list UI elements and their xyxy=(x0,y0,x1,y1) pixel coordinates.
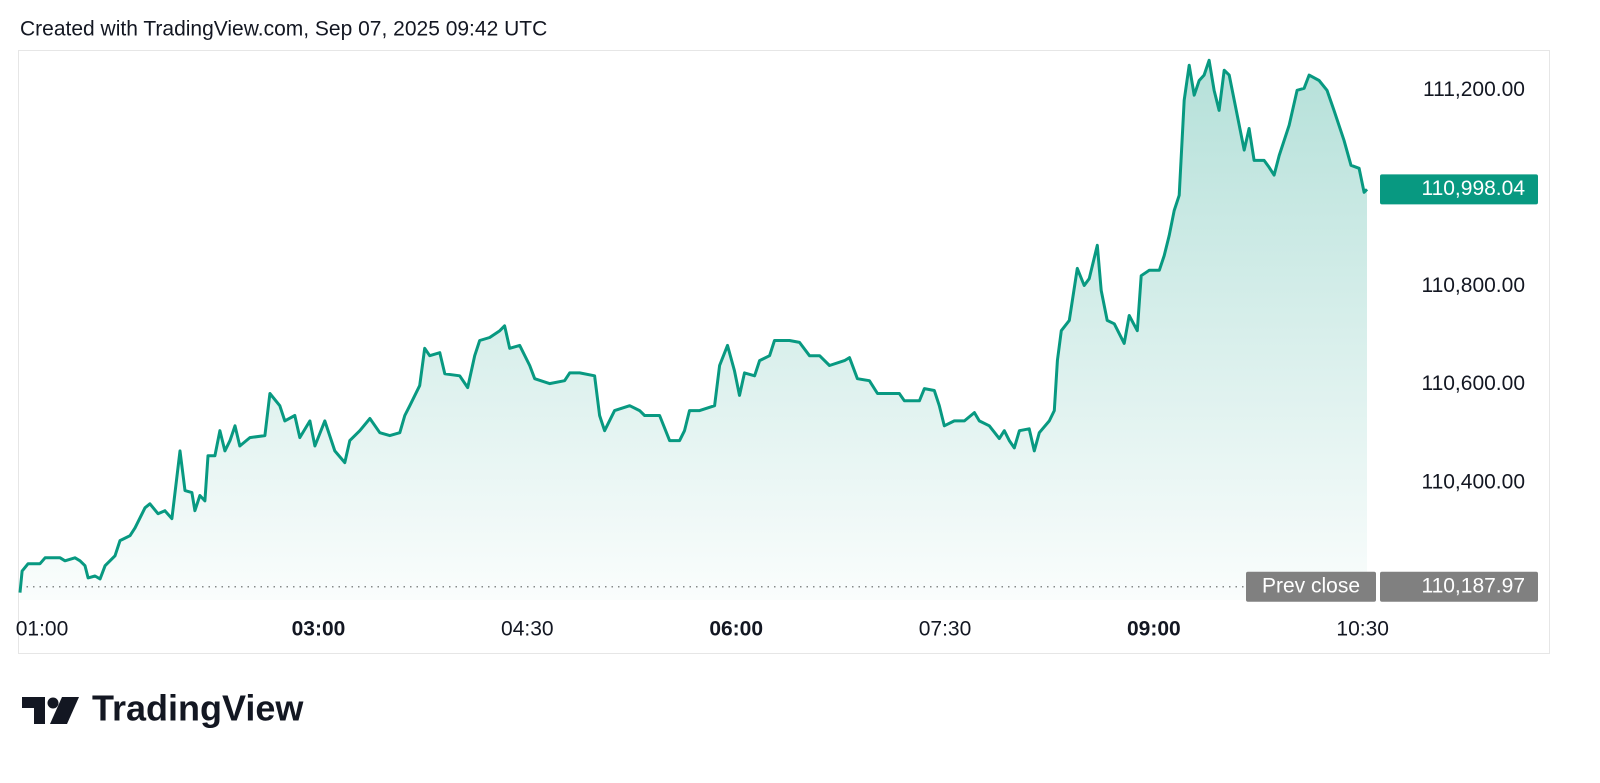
x-tick-label: 06:00 xyxy=(709,618,763,641)
logo-shape xyxy=(50,697,79,724)
y-tick-label: 110,600.00 xyxy=(1421,372,1525,395)
logo-shape xyxy=(22,697,45,724)
x-tick-label: 07:30 xyxy=(919,618,972,641)
x-tick-label: 10:30 xyxy=(1336,618,1389,641)
x-tick-label: 03:00 xyxy=(292,618,346,641)
x-tick-label: 04:30 xyxy=(501,618,554,641)
prev-close-label: 110,187.97 xyxy=(1421,574,1525,597)
last-price-label: 110,998.04 xyxy=(1421,177,1525,200)
area-fill xyxy=(20,60,1367,601)
price-line xyxy=(18,58,1369,593)
last-price-tag xyxy=(1380,174,1538,205)
y-tick-label: 110,400.00 xyxy=(1421,470,1525,493)
brand-logo xyxy=(22,697,79,724)
header: Created with TradingView.com, Sep 07, 20… xyxy=(20,18,547,41)
chart-frame xyxy=(18,50,1550,654)
y-tick-label: 111,200.00 xyxy=(1423,78,1525,101)
x-tick-label: 01:00 xyxy=(16,618,69,641)
prev-close-name: Prev close xyxy=(1262,574,1360,597)
y-tick-label: 110,800.00 xyxy=(1421,274,1525,297)
prev-close-tag xyxy=(1380,571,1538,602)
prev-close-name-tag xyxy=(1246,571,1376,602)
x-tick-label: 09:00 xyxy=(1127,618,1181,641)
logo-shape xyxy=(47,697,59,709)
brand: TradingView xyxy=(92,688,304,729)
